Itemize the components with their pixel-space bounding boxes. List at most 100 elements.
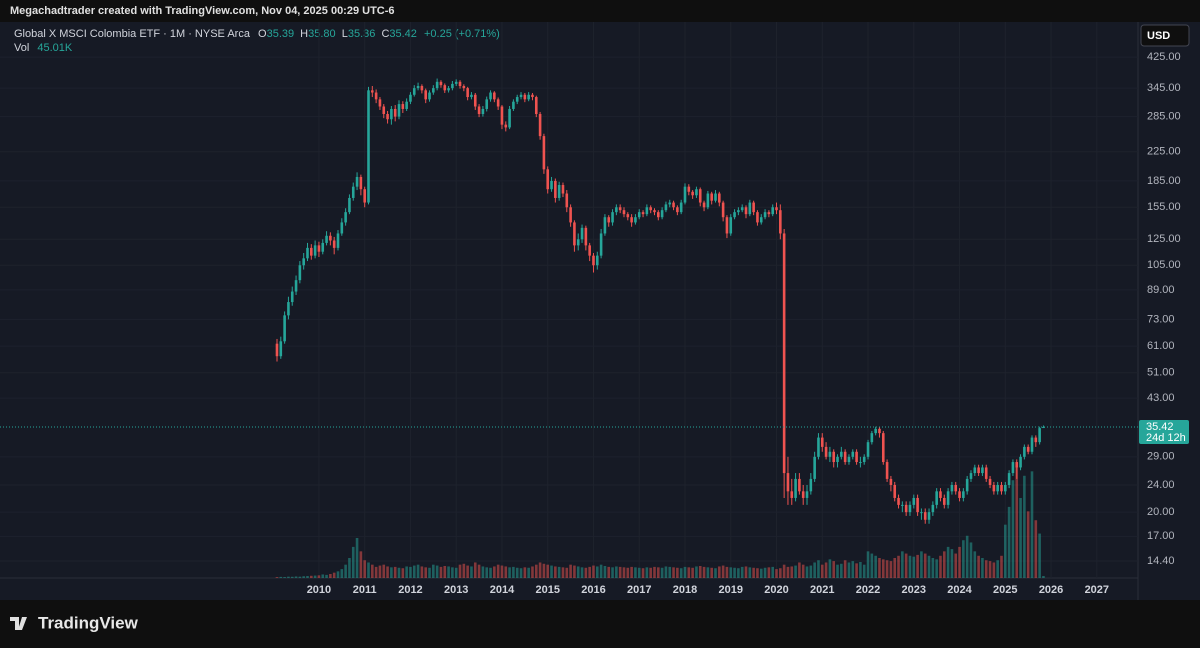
candle-body	[432, 88, 435, 93]
volume-bar	[637, 567, 641, 578]
currency[interactable]: USD	[1147, 30, 1170, 42]
y-tick-label: 425.00	[1147, 51, 1181, 63]
candle-body	[416, 86, 420, 89]
candle-body	[359, 176, 363, 190]
volume-bar	[378, 565, 382, 578]
volume-bar	[729, 567, 733, 578]
volume-bar	[935, 559, 938, 578]
volume-bar	[554, 566, 557, 578]
y-tick-label: 14.40	[1147, 555, 1175, 567]
volume-bar	[840, 563, 843, 578]
candle-body	[817, 437, 820, 457]
volume-bar	[630, 566, 633, 578]
volume-bar	[302, 576, 305, 578]
last-price-label: 35.42	[1146, 421, 1174, 433]
volume-bar	[714, 568, 717, 578]
volume-bar	[813, 562, 816, 578]
x-tick-label: 2013	[444, 584, 468, 596]
x-tick-label: 2023	[902, 584, 926, 596]
volume-bar	[775, 569, 778, 578]
candle-body	[584, 227, 588, 246]
candle-body	[1015, 462, 1019, 468]
volume-bar	[870, 553, 874, 578]
volume-bar	[981, 558, 984, 578]
candle-body	[866, 442, 870, 457]
last-price-box	[1139, 420, 1189, 445]
volume-bar	[866, 551, 870, 578]
candle-body	[744, 207, 748, 215]
volume-bar	[691, 567, 694, 578]
candle-body	[294, 280, 298, 292]
candle-body	[599, 233, 603, 256]
volume-bar	[618, 566, 622, 578]
volume-bar	[904, 553, 908, 578]
y-tick-label: 285.00	[1147, 111, 1181, 123]
candle-body	[820, 437, 824, 447]
volume-bar	[790, 566, 794, 578]
x-tick-label: 2022	[856, 584, 880, 596]
candle-body	[649, 207, 652, 211]
volume-bar	[458, 564, 462, 578]
candle-body	[451, 83, 454, 89]
candle-body	[565, 193, 569, 208]
volume-bar	[645, 567, 649, 578]
volume-bar	[1026, 511, 1030, 578]
candle-body	[954, 484, 958, 492]
volume-bar	[451, 567, 454, 578]
candle-body	[405, 101, 408, 109]
volume-bar	[435, 565, 439, 578]
volume-bar	[493, 566, 496, 578]
candle-body	[759, 217, 763, 223]
candle-body	[481, 108, 485, 115]
candle-body	[771, 207, 774, 215]
candle-body	[458, 81, 462, 87]
volume-bar	[874, 555, 877, 578]
volume-bar	[527, 567, 530, 578]
candle-body	[630, 217, 633, 223]
volume-bar	[500, 565, 504, 578]
volume-bar	[767, 567, 771, 578]
volume-bar	[546, 564, 550, 578]
candle-body	[870, 433, 874, 443]
candle-body	[573, 222, 576, 246]
volume-bar	[843, 560, 847, 578]
volume-bar	[809, 565, 813, 578]
candle-body	[794, 478, 797, 498]
volume-bar	[447, 566, 450, 578]
candle-body	[1004, 484, 1007, 492]
currency-box[interactable]	[1140, 24, 1190, 47]
x-tick-label: 2014	[490, 584, 515, 596]
volume-bar	[477, 564, 481, 578]
candle-body	[950, 484, 954, 492]
volume-bar	[321, 574, 325, 578]
candle-body	[317, 245, 321, 252]
candle-body	[992, 484, 996, 492]
candle-body	[725, 217, 729, 234]
candle-body	[443, 85, 447, 91]
volume-bar	[1038, 533, 1041, 578]
candle-body	[836, 456, 839, 463]
volume-bar	[432, 564, 435, 578]
volume-bar	[351, 546, 355, 578]
candle-body	[657, 212, 660, 218]
volume-bar	[939, 555, 942, 578]
x-tick-label: 2012	[398, 584, 422, 596]
candle-body	[336, 233, 340, 248]
c-value: 35.42	[389, 28, 417, 40]
candle-body	[615, 207, 618, 213]
volume-bar	[340, 569, 344, 578]
candle-body	[828, 451, 832, 457]
brand-icon	[10, 617, 27, 630]
volume-bar	[287, 576, 290, 578]
c-label: C	[381, 28, 389, 40]
volume-bar	[737, 568, 740, 578]
volume-bar	[592, 565, 595, 578]
candle-body	[1007, 473, 1011, 485]
candle-body	[984, 467, 988, 479]
candle-body	[1034, 437, 1038, 443]
candle-body	[901, 504, 904, 506]
candle-body	[554, 180, 557, 198]
candle-body	[874, 428, 877, 434]
volume-bar	[759, 568, 763, 578]
